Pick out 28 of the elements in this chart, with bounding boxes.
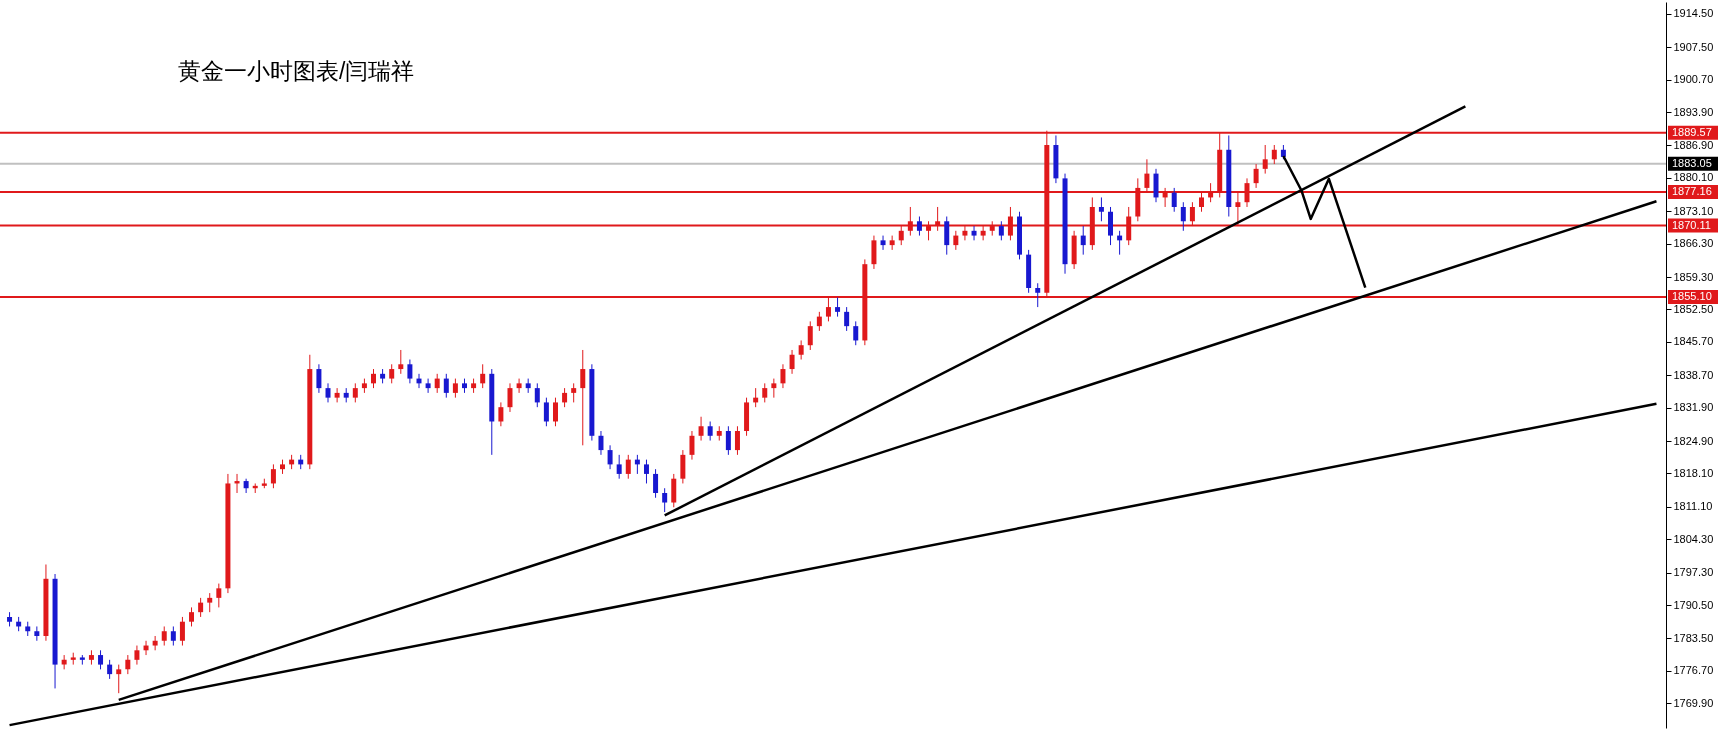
text: 黄金一小时图表/闫瑞祥 xyxy=(178,58,415,84)
y-tick-label: 1873.10 xyxy=(1673,204,1714,217)
y-tick-label: 1776.70 xyxy=(1673,664,1714,677)
y-tick-label: 1859.30 xyxy=(1673,270,1714,283)
ref-line-label: 1855.10 xyxy=(1672,290,1712,303)
ref-line-label: 1889.57 xyxy=(1672,125,1712,138)
y-tick-label: 1838.70 xyxy=(1673,368,1714,381)
y-tick-label: 1900.70 xyxy=(1673,73,1714,86)
y-tick-label: 1831.90 xyxy=(1673,401,1714,414)
ref-line-label: 1883.05 xyxy=(1672,156,1712,169)
y-tick-label: 1845.70 xyxy=(1673,335,1714,348)
y-tick-label: 1914.50 xyxy=(1673,7,1714,20)
y-tick-label: 1790.50 xyxy=(1673,598,1714,611)
y-tick-label: 1783.50 xyxy=(1673,631,1714,644)
ref-line-label: 1870.11 xyxy=(1672,218,1711,231)
y-tick-label: 1824.90 xyxy=(1673,434,1714,447)
y-tick-label: 1880.10 xyxy=(1673,171,1714,184)
y-tick-label: 1797.30 xyxy=(1673,566,1714,579)
y-tick-label: 1811.10 xyxy=(1673,500,1713,513)
ref-line-label: 1877.16 xyxy=(1672,184,1712,197)
y-tick-label: 1818.10 xyxy=(1673,466,1714,479)
y-tick-label: 1769.90 xyxy=(1673,696,1714,709)
y-tick-label: 1852.50 xyxy=(1673,302,1714,315)
y-tick-label: 1866.30 xyxy=(1673,237,1714,250)
y-tick-label: 1886.90 xyxy=(1673,138,1714,151)
y-tick-label: 1907.50 xyxy=(1673,40,1714,53)
y-tick-label: 1804.30 xyxy=(1673,532,1714,545)
y-tick-label: 1893.90 xyxy=(1673,105,1714,118)
